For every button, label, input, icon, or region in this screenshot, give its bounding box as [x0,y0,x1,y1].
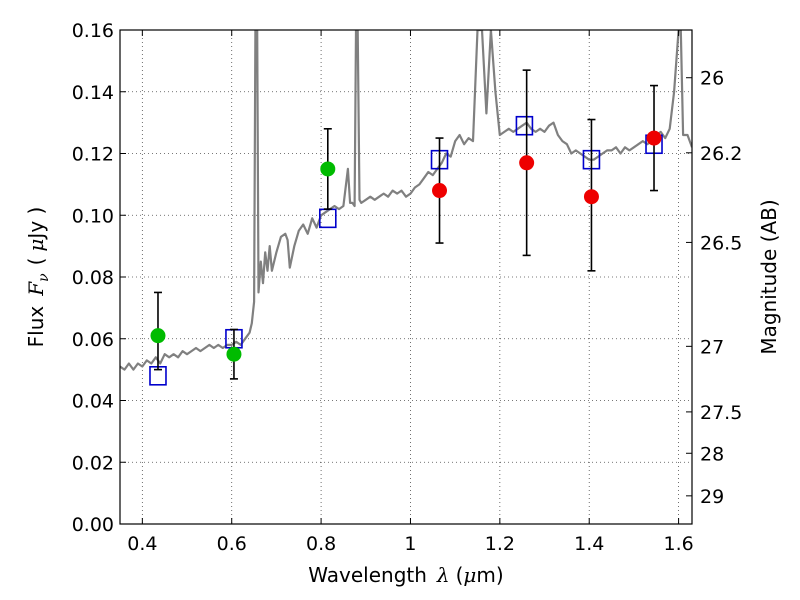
y2-tick-label: 26 [700,68,724,90]
observed-flux-point [432,183,448,199]
y-tick-label: 0.04 [72,391,114,413]
observed-flux-point [320,161,336,177]
model-photometry-marker [515,115,534,136]
y2-tick-label: 28 [700,443,724,465]
y-tick-label: 0.02 [72,452,114,474]
axes-frame [119,29,693,525]
y-tick-label: 0.10 [72,205,114,227]
x-tick-label: 0.6 [217,533,247,555]
model-photometry-marker [318,208,337,229]
axis-ticks: 0.4 0.6 0.8 1 1.2 1.4 1.6 0.00 0.02 0.04 0.06 0.08 0… [72,20,743,555]
observed-flux-point [646,130,662,146]
x-axis-label: Wavelength λ (μm) [308,563,503,587]
x-tick-label: 1.6 [663,533,693,555]
y2-tick-label: 27.5 [700,402,742,424]
y-tick-label: 0.08 [72,267,114,289]
x-tick-label: 0.8 [306,533,336,555]
sed-template-line [120,30,692,371]
observed-flux-point [519,155,535,171]
y-tick-label: 0.14 [72,82,114,104]
y2-tick-label: 29 [700,486,724,508]
x-tick-label: 1.2 [485,533,515,555]
y-tick-label: 0.00 [72,514,114,536]
y2-tick-label: 27 [700,336,724,358]
observed-flux-point [150,328,166,344]
y2-tick-label: 26.5 [700,232,742,254]
plot-area [120,30,692,386]
y2-tick-label: 26.2 [700,143,742,165]
x-tick-label: 1 [404,533,416,555]
y-tick-label: 0.06 [72,329,114,351]
x-tick-label: 0.4 [127,533,157,555]
y2-axis-label: Magnitude (AB) [757,199,781,354]
y-axis-label: FluxFν(μJy ) [24,207,52,348]
grid-lines [120,29,692,525]
observed-flux-point [583,189,599,205]
observed-flux-point [226,346,242,362]
x-tick-label: 1.4 [574,533,604,555]
y-tick-label: 0.12 [72,144,114,166]
y-tick-label: 0.16 [72,20,114,42]
